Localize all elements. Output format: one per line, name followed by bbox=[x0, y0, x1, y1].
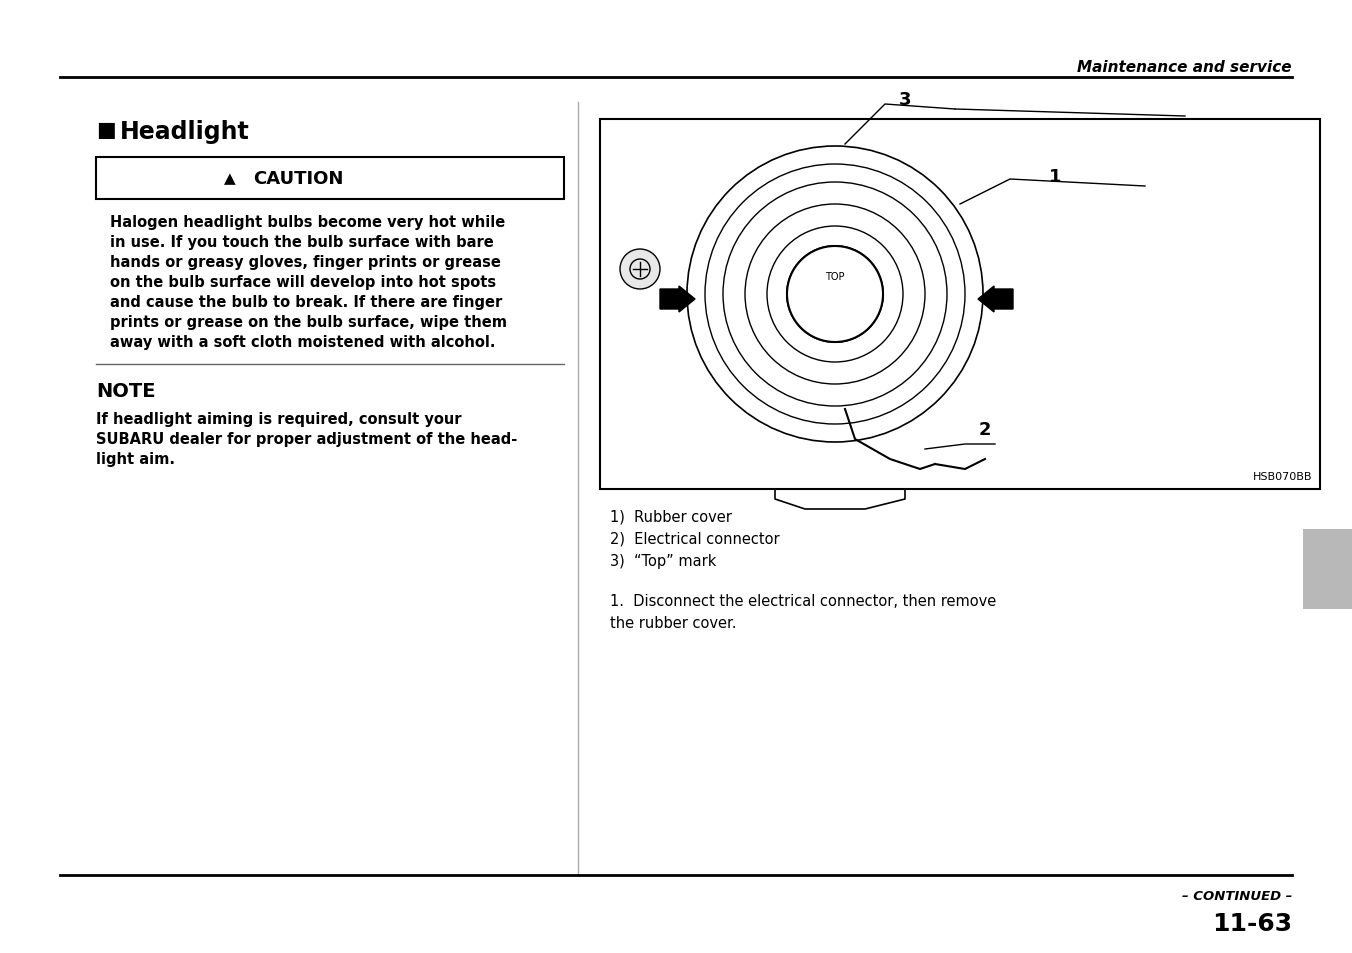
Circle shape bbox=[787, 247, 883, 343]
Text: Halogen headlight bulbs become very hot while: Halogen headlight bulbs become very hot … bbox=[110, 214, 506, 230]
Text: NOTE: NOTE bbox=[96, 381, 155, 400]
Text: ▲: ▲ bbox=[224, 172, 235, 186]
Text: light aim.: light aim. bbox=[96, 452, 174, 467]
Text: CAUTION: CAUTION bbox=[253, 170, 343, 188]
Text: 2)  Electrical connector: 2) Electrical connector bbox=[610, 532, 780, 546]
FancyArrow shape bbox=[660, 287, 695, 313]
Text: and cause the bulb to break. If there are finger: and cause the bulb to break. If there ar… bbox=[110, 294, 502, 310]
Text: the rubber cover.: the rubber cover. bbox=[610, 616, 737, 630]
Circle shape bbox=[621, 250, 660, 290]
FancyBboxPatch shape bbox=[600, 120, 1320, 490]
Text: – CONTINUED –: – CONTINUED – bbox=[1182, 889, 1293, 902]
Text: If headlight aiming is required, consult your: If headlight aiming is required, consult… bbox=[96, 412, 461, 427]
Text: on the bulb surface will develop into hot spots: on the bulb surface will develop into ho… bbox=[110, 274, 496, 290]
Text: Maintenance and service: Maintenance and service bbox=[1078, 60, 1293, 75]
Text: hands or greasy gloves, finger prints or grease: hands or greasy gloves, finger prints or… bbox=[110, 254, 500, 270]
FancyArrow shape bbox=[977, 287, 1013, 313]
Text: 11-63: 11-63 bbox=[1211, 911, 1293, 935]
Text: TOP: TOP bbox=[825, 272, 845, 282]
Text: 3: 3 bbox=[899, 91, 911, 109]
Text: in use. If you touch the bulb surface with bare: in use. If you touch the bulb surface wi… bbox=[110, 234, 493, 250]
Text: Headlight: Headlight bbox=[120, 120, 250, 144]
Text: 1)  Rubber cover: 1) Rubber cover bbox=[610, 510, 731, 524]
Text: SUBARU dealer for proper adjustment of the head-: SUBARU dealer for proper adjustment of t… bbox=[96, 432, 518, 447]
FancyBboxPatch shape bbox=[1303, 530, 1352, 609]
Text: away with a soft cloth moistened with alcohol.: away with a soft cloth moistened with al… bbox=[110, 335, 495, 350]
Text: 1.  Disconnect the electrical connector, then remove: 1. Disconnect the electrical connector, … bbox=[610, 594, 996, 608]
Text: ■: ■ bbox=[96, 120, 116, 140]
Text: prints or grease on the bulb surface, wipe them: prints or grease on the bulb surface, wi… bbox=[110, 314, 507, 330]
Text: 2: 2 bbox=[979, 420, 991, 438]
Text: HSB070BB: HSB070BB bbox=[1252, 472, 1311, 481]
Text: 3)  “Top” mark: 3) “Top” mark bbox=[610, 554, 717, 568]
FancyBboxPatch shape bbox=[96, 158, 564, 200]
Text: 1: 1 bbox=[1049, 168, 1061, 186]
